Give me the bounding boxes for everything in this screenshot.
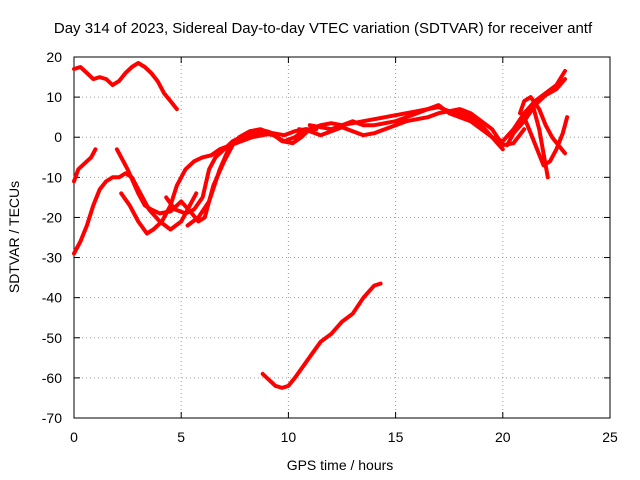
series-line-2 [72, 147, 98, 184]
series-group [72, 61, 570, 390]
series-line-15 [518, 95, 567, 156]
series-line-9 [307, 105, 505, 152]
y-tick-label: -60 [42, 370, 62, 386]
y-tick-label: -20 [42, 209, 62, 225]
series-line-5 [119, 127, 319, 236]
x-tick-label: 25 [602, 429, 618, 445]
x-tick-label: 20 [495, 429, 511, 445]
plot-frame [73, 56, 611, 419]
series-line-1 [72, 61, 179, 112]
x-axis-label: GPS time / hours [287, 457, 394, 473]
x-tick-label: 10 [281, 429, 297, 445]
y-tick-label: -50 [42, 330, 62, 346]
x-tick-label: 5 [177, 429, 185, 445]
axis-ticks: 0 5 10 15 20 25 -70 -60 -50 -40 -30 -20 -10 0 10 20 [42, 49, 618, 445]
series-line-14 [522, 115, 570, 168]
y-tick-label: 20 [46, 49, 62, 65]
y-tick-label: -40 [42, 290, 62, 306]
y-tick-label: -70 [42, 410, 62, 426]
series-line-10 [260, 281, 383, 390]
series-line-13 [511, 77, 567, 136]
x-tick-label: 15 [388, 429, 404, 445]
y-tick-label: 10 [46, 89, 62, 105]
y-tick-label: 0 [54, 129, 62, 145]
chart-title: Day 314 of 2023, Sidereal Day-to-day VTE… [54, 20, 593, 37]
y-tick-label: -10 [42, 169, 62, 185]
y-tick-label: -30 [42, 250, 62, 266]
y-axis-label: SDTVAR / TECUs [6, 181, 22, 293]
series-line-3 [72, 171, 199, 256]
x-tick-label: 0 [70, 429, 78, 445]
